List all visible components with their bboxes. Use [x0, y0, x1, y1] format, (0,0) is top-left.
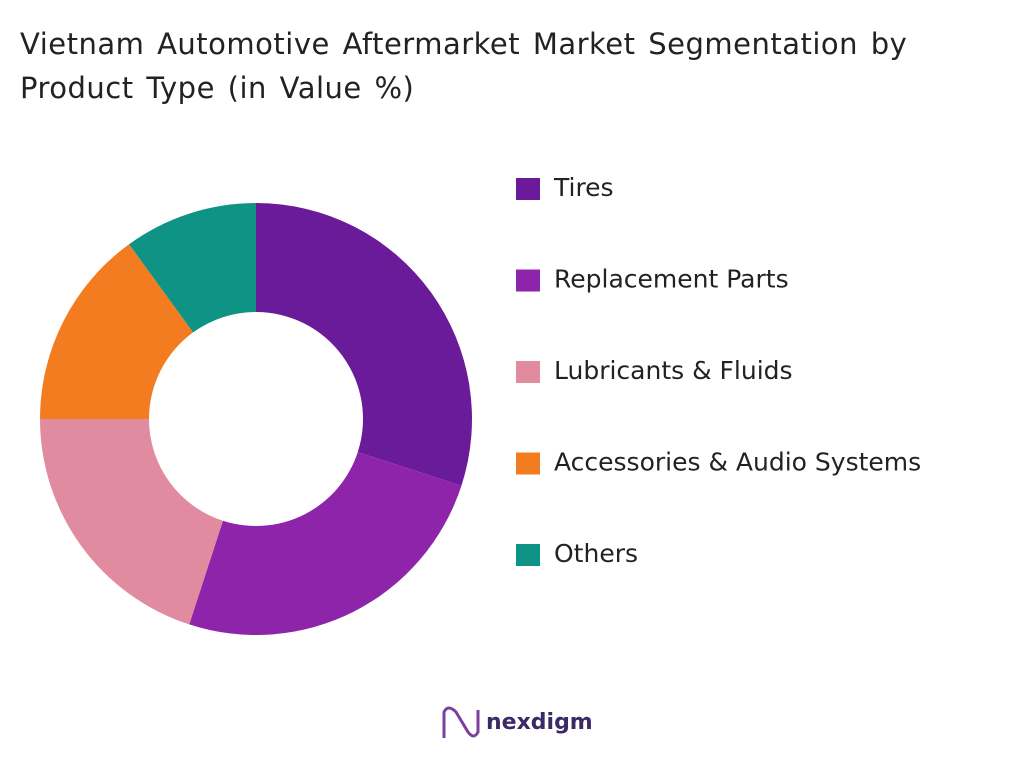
legend-label: Tires	[553, 173, 614, 202]
chart-title: Vietnam Automotive Aftermarket Market Se…	[20, 27, 908, 105]
brand-name: nexdigm	[486, 710, 593, 735]
legend-swatch	[516, 269, 540, 292]
legend-swatch	[516, 361, 540, 383]
donut-slice	[256, 203, 473, 486]
legend-swatch	[516, 544, 540, 566]
legend-label: Replacement Parts	[554, 265, 789, 294]
legend-swatch	[516, 452, 540, 475]
logo-icon	[442, 706, 480, 738]
donut-slice	[129, 203, 256, 333]
legend-label: Lubricants & Fluids	[554, 356, 793, 385]
brand-logo: nexdigm	[442, 706, 593, 738]
donut-slice	[40, 244, 194, 419]
legend-swatch	[516, 178, 540, 200]
legend-label: Accessories & Audio Systems	[554, 448, 921, 477]
donut-slice	[189, 452, 462, 636]
legend-label: Others	[554, 539, 638, 568]
donut-slice	[40, 419, 223, 625]
